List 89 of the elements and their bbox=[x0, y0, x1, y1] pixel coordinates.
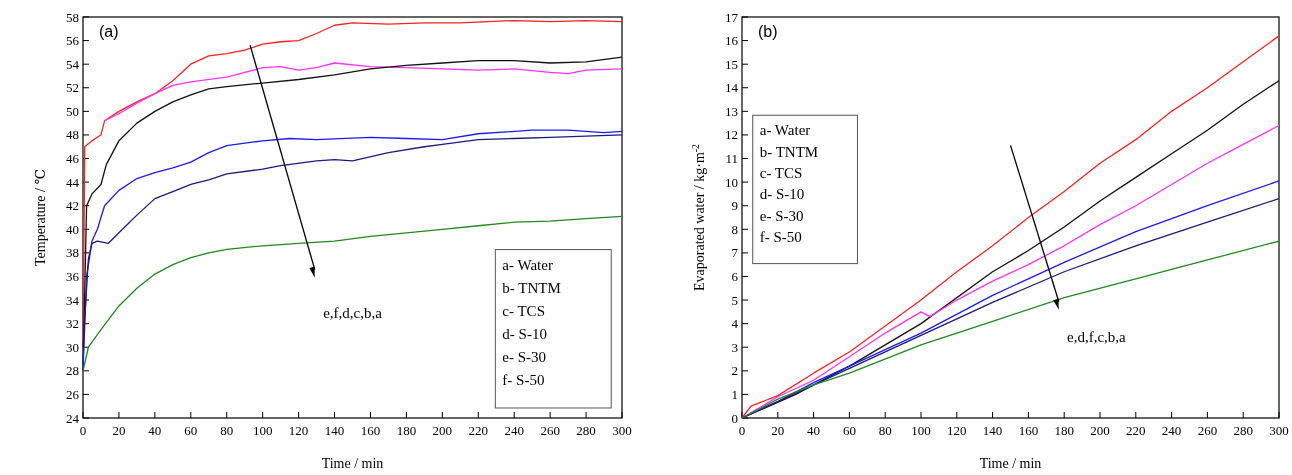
x-tick-label: 100 bbox=[252, 423, 273, 438]
annotation: d- S-10 bbox=[759, 186, 805, 203]
x-tick-label: 80 bbox=[878, 423, 892, 438]
annotation: f- S-50 bbox=[502, 371, 545, 388]
y-tick-label: 14 bbox=[725, 80, 739, 96]
x-tick-label: 60 bbox=[842, 423, 856, 438]
annotation: a- Water bbox=[759, 122, 811, 139]
x-tick-label: 200 bbox=[1090, 423, 1110, 438]
y-tick-label: 1 bbox=[731, 386, 738, 402]
y-tick-label: 3 bbox=[731, 339, 738, 355]
y-tick-label: 56 bbox=[66, 33, 80, 49]
x-tick-label: 260 bbox=[1197, 423, 1218, 438]
x-tick-label: 160 bbox=[360, 423, 381, 438]
y-tick-label: 13 bbox=[725, 103, 738, 119]
y-tick-label: 58 bbox=[66, 9, 79, 25]
x-tick-label: 180 bbox=[396, 423, 417, 438]
x-tick-label: 260 bbox=[540, 423, 560, 438]
x-tick-label: 120 bbox=[947, 423, 967, 438]
x-tick-label: 240 bbox=[1161, 423, 1182, 438]
x-tick-label: 220 bbox=[1126, 423, 1146, 438]
y-tick-label: 48 bbox=[66, 127, 79, 143]
annotation: a- Water bbox=[502, 256, 553, 273]
y-tick-label: 26 bbox=[66, 386, 80, 402]
annotation: (a) bbox=[99, 23, 119, 40]
line-series bbox=[82, 19, 623, 348]
y-tick-label: 5 bbox=[731, 292, 738, 308]
x-tick-label: 20 bbox=[771, 423, 785, 438]
x-tick-label: 120 bbox=[288, 423, 309, 438]
x-tick-label: 140 bbox=[324, 423, 345, 438]
line-series bbox=[103, 62, 623, 122]
y-tick-label: 28 bbox=[66, 363, 79, 379]
y-tick-label: 36 bbox=[66, 268, 80, 284]
y-tick-label: 7 bbox=[731, 245, 739, 261]
annotation: f- S-50 bbox=[759, 229, 802, 246]
y-tick-label: 44 bbox=[66, 174, 80, 190]
y-tick-label: 2 bbox=[731, 363, 738, 379]
x-tick-label: 280 bbox=[1233, 423, 1253, 438]
annotation: e- S-30 bbox=[759, 207, 804, 224]
x-tick-label: 80 bbox=[220, 423, 234, 438]
y-tick-label: 54 bbox=[66, 56, 80, 72]
y-tick-label: 16 bbox=[725, 33, 739, 49]
line-series bbox=[741, 240, 1280, 419]
x-tick-label: 300 bbox=[612, 423, 632, 438]
x-tick-label: 160 bbox=[1018, 423, 1039, 438]
y-tick-label: 10 bbox=[725, 174, 738, 190]
x-tick-label: 140 bbox=[982, 423, 1003, 438]
y-tick-label: 6 bbox=[731, 268, 739, 284]
x-tick-label: 20 bbox=[112, 423, 126, 438]
annotation: (b) bbox=[758, 23, 778, 40]
y-tick-label: 9 bbox=[731, 198, 738, 214]
y-tick-label: 8 bbox=[731, 221, 738, 237]
annotation: e,f,d,c,b,a bbox=[323, 304, 383, 321]
x-axis-title: Time / min bbox=[321, 456, 384, 471]
x-tick-label: 280 bbox=[576, 423, 596, 438]
annotation: c- TCS bbox=[502, 302, 545, 319]
annotation: d- S-10 bbox=[502, 325, 547, 342]
y-tick-label: 52 bbox=[66, 80, 79, 96]
x-tick-label: 100 bbox=[911, 423, 931, 438]
x-tick-label: 40 bbox=[807, 423, 821, 438]
x-axis-title: Time / min bbox=[979, 456, 1042, 471]
y-tick-label: 0 bbox=[731, 410, 738, 426]
x-tick-label: 220 bbox=[468, 423, 489, 438]
x-tick-label: 240 bbox=[504, 423, 524, 438]
y-axis-title: Temperature / ℃ bbox=[33, 168, 48, 267]
x-tick-label: 300 bbox=[1269, 423, 1289, 438]
annotation: b- TNTM bbox=[502, 279, 561, 296]
y-tick-label: 50 bbox=[66, 103, 79, 119]
line-series bbox=[82, 215, 623, 372]
annotation: e- S-30 bbox=[502, 348, 547, 365]
annotation: c- TCS bbox=[759, 165, 803, 182]
annotation: e,d,f,c,b,a bbox=[1067, 328, 1127, 345]
y-tick-label: 15 bbox=[725, 56, 738, 72]
x-tick-label: 180 bbox=[1054, 423, 1074, 438]
x-tick-label: 60 bbox=[184, 423, 198, 438]
y-tick-label: 34 bbox=[66, 292, 80, 308]
y-tick-label: 42 bbox=[66, 198, 79, 214]
annotation: b- TNTM bbox=[759, 143, 819, 160]
y-tick-label: 38 bbox=[66, 245, 79, 261]
y-tick-label: 40 bbox=[66, 221, 79, 237]
y-tick-label: 17 bbox=[725, 9, 739, 25]
y-tick-label: 46 bbox=[66, 151, 80, 167]
y-tick-label: 4 bbox=[731, 316, 739, 332]
y-tick-label: 12 bbox=[725, 127, 738, 143]
x-tick-label: 40 bbox=[148, 423, 162, 438]
y-tick-label: 30 bbox=[66, 339, 79, 355]
y-tick-label: 24 bbox=[66, 410, 80, 426]
y-tick-label: 32 bbox=[66, 316, 79, 332]
y-tick-label: 11 bbox=[725, 151, 738, 167]
x-tick-label: 200 bbox=[432, 423, 453, 438]
